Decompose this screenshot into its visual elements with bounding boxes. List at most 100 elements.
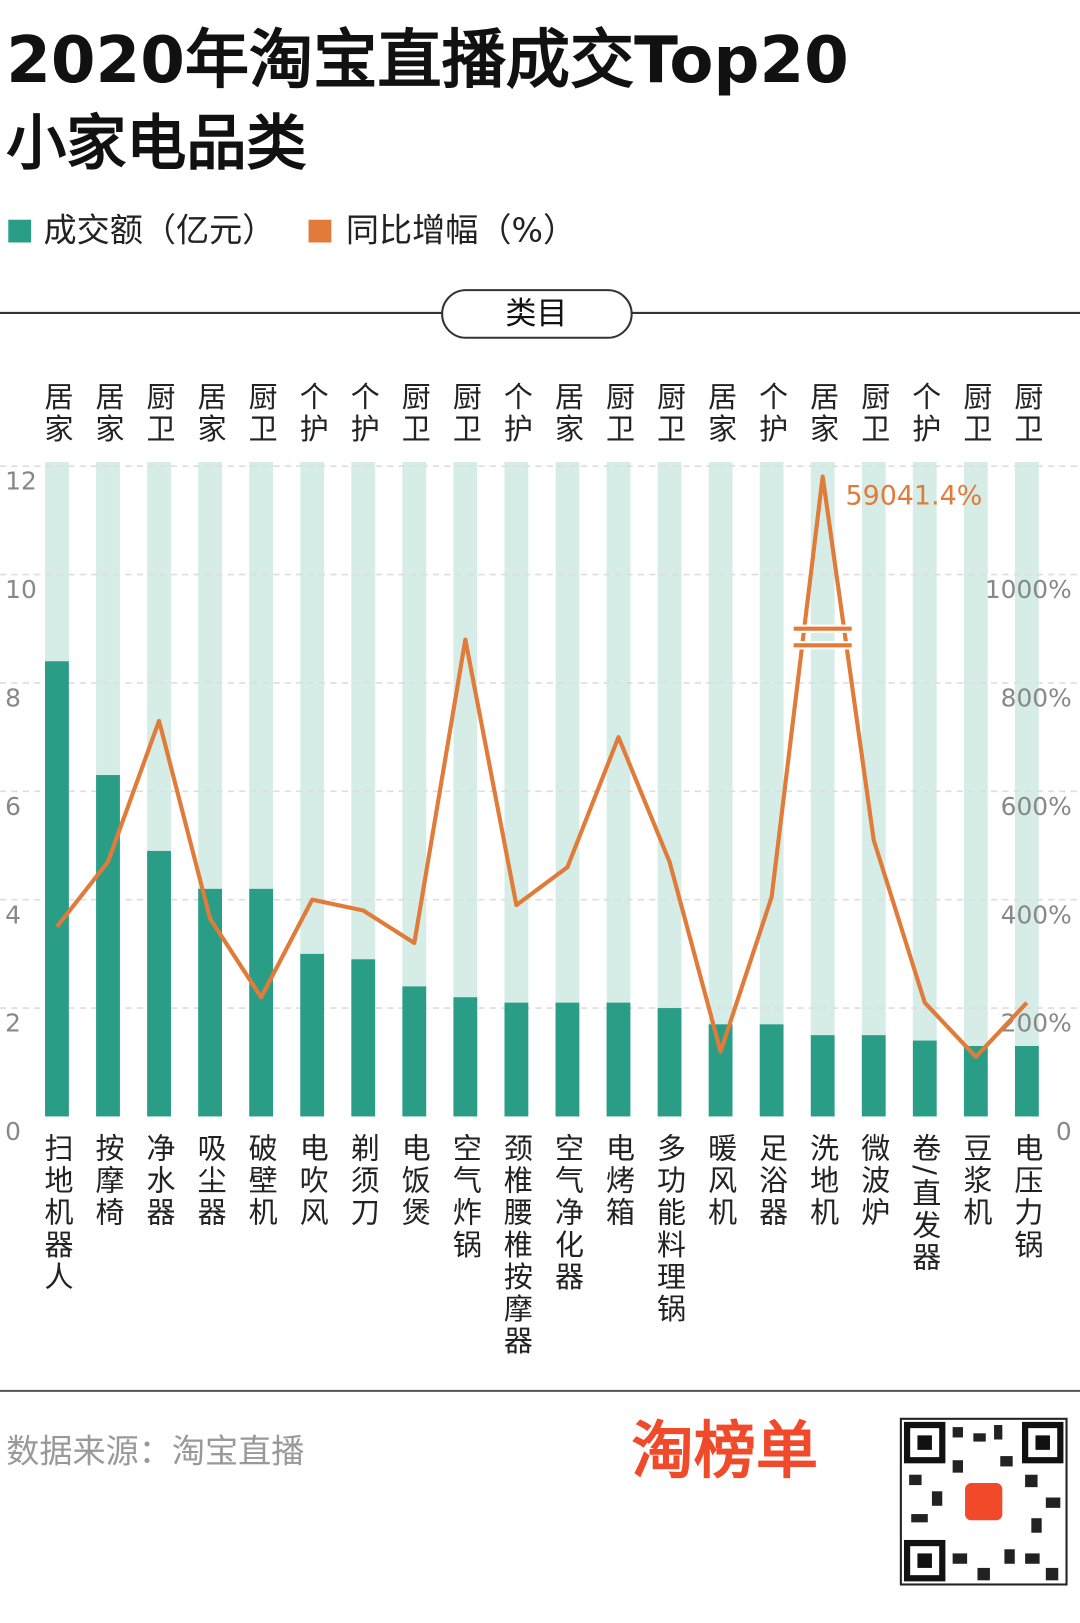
group-label: 居家 xyxy=(806,381,840,445)
x-tick-label: 足浴器 xyxy=(755,1133,789,1229)
y-tick-label: 8 xyxy=(5,683,21,712)
group-label: 厨卫 xyxy=(959,381,993,445)
bar-track xyxy=(912,462,937,1117)
x-tick-label: 电饭煲 xyxy=(397,1133,431,1230)
x-tick-label: 空气炸锅 xyxy=(448,1133,482,1262)
group-label: 个护 xyxy=(908,381,942,445)
chart-title: 2020年淘宝直播成交Top20 xyxy=(6,23,849,98)
group-label: 厨卫 xyxy=(397,381,431,445)
group-label: 居家 xyxy=(193,381,227,445)
x-tick-label: 剃须刀 xyxy=(346,1133,380,1230)
bar xyxy=(657,1008,682,1117)
bar xyxy=(249,888,274,1117)
data-label: 59041.4% xyxy=(845,481,982,512)
group-label: 厨卫 xyxy=(244,381,278,445)
bar xyxy=(453,997,478,1117)
group-label: 个护 xyxy=(346,381,380,445)
x-tick-label: 电压力锅 xyxy=(1010,1133,1044,1262)
x-tick-label: 扫地机器人 xyxy=(40,1133,74,1294)
y-tick-label: 6 xyxy=(5,792,21,821)
y2-tick-label: 200% xyxy=(1001,1009,1072,1038)
x-tick-label: 净水器 xyxy=(142,1133,176,1230)
bar xyxy=(504,1002,529,1117)
bar-track xyxy=(351,462,376,1117)
y2-tick-label: 800% xyxy=(1001,683,1072,712)
y2-tick-label: 600% xyxy=(1001,792,1072,821)
group-label: 个护 xyxy=(499,381,533,445)
bar xyxy=(147,850,171,1117)
bar-track xyxy=(606,462,631,1117)
chart-subtitle: 小家电品类 xyxy=(6,109,306,179)
legend-label: 同比增幅（%） xyxy=(346,211,576,250)
legend-swatch xyxy=(8,219,32,243)
bar xyxy=(861,1035,886,1117)
group-label: 个护 xyxy=(755,381,789,445)
y-tick-label: 0 xyxy=(5,1117,21,1146)
group-label: 厨卫 xyxy=(142,381,176,445)
group-label: 个护 xyxy=(295,381,329,445)
bar-track xyxy=(759,462,784,1117)
bar xyxy=(45,661,69,1117)
bar-track xyxy=(1014,462,1039,1117)
bar xyxy=(912,1040,937,1117)
header-label: 类目 xyxy=(505,296,567,332)
bar xyxy=(606,1002,631,1117)
bar-track xyxy=(402,462,427,1117)
bar xyxy=(198,888,223,1117)
qr-code xyxy=(899,1417,1068,1586)
y-tick-label: 2 xyxy=(5,1009,21,1038)
y-tick-label: 10 xyxy=(5,575,37,604)
y2-tick-label: 1000% xyxy=(985,575,1072,604)
x-tick-label: 微波炉 xyxy=(857,1133,891,1230)
group-label: 居家 xyxy=(91,381,125,445)
group-label: 厨卫 xyxy=(448,381,482,445)
bar-track xyxy=(555,462,580,1117)
bar xyxy=(300,953,325,1117)
legend-swatch xyxy=(308,219,332,243)
bar xyxy=(351,959,376,1117)
y-tick-label: 4 xyxy=(5,900,21,929)
x-tick-label: 破壁机 xyxy=(244,1133,278,1230)
bar xyxy=(555,1002,580,1117)
bar-track xyxy=(300,462,325,1117)
brand-logo: 淘榜单 xyxy=(632,1414,818,1487)
x-tick-label: 吸尘器 xyxy=(193,1133,227,1229)
group-label: 厨卫 xyxy=(1010,381,1044,445)
x-tick-label: 卷/直发器 xyxy=(908,1133,942,1275)
x-tick-label: 颈椎腰椎按摩器 xyxy=(499,1133,533,1358)
x-tick-label: 豆浆机 xyxy=(959,1133,993,1229)
bar-track xyxy=(861,462,886,1117)
bar-track xyxy=(963,462,988,1117)
bar xyxy=(402,986,427,1117)
legend-label: 成交额（亿元） xyxy=(43,211,275,250)
bar-track xyxy=(504,462,529,1117)
group-label: 居家 xyxy=(40,381,74,445)
bar xyxy=(759,1024,784,1117)
y2-tick-label: 0 xyxy=(1056,1117,1072,1146)
header-pill xyxy=(441,289,633,339)
y-tick-label: 12 xyxy=(5,467,37,496)
group-label: 居家 xyxy=(704,381,738,445)
x-tick-label: 按摩椅 xyxy=(91,1133,125,1230)
bar xyxy=(810,1035,835,1117)
bar xyxy=(708,1024,733,1117)
group-label: 厨卫 xyxy=(857,381,891,445)
y2-tick-label: 400% xyxy=(1001,900,1072,929)
x-tick-label: 多功能料理锅 xyxy=(653,1133,687,1326)
bar xyxy=(963,1046,988,1117)
x-tick-label: 电吹风 xyxy=(295,1133,329,1230)
bar-track xyxy=(657,462,682,1117)
bar-track xyxy=(708,462,733,1117)
x-tick-label: 空气净化器 xyxy=(550,1133,584,1294)
source: 数据来源：淘宝直播 xyxy=(6,1431,304,1470)
x-tick-label: 暖风机 xyxy=(704,1133,738,1230)
line xyxy=(55,474,1029,1059)
x-tick-label: 电烤箱 xyxy=(601,1133,635,1230)
bar xyxy=(96,775,120,1117)
bar-track xyxy=(453,462,478,1117)
bar xyxy=(1014,1046,1039,1117)
group-label: 厨卫 xyxy=(653,381,687,445)
group-label: 厨卫 xyxy=(601,381,635,445)
